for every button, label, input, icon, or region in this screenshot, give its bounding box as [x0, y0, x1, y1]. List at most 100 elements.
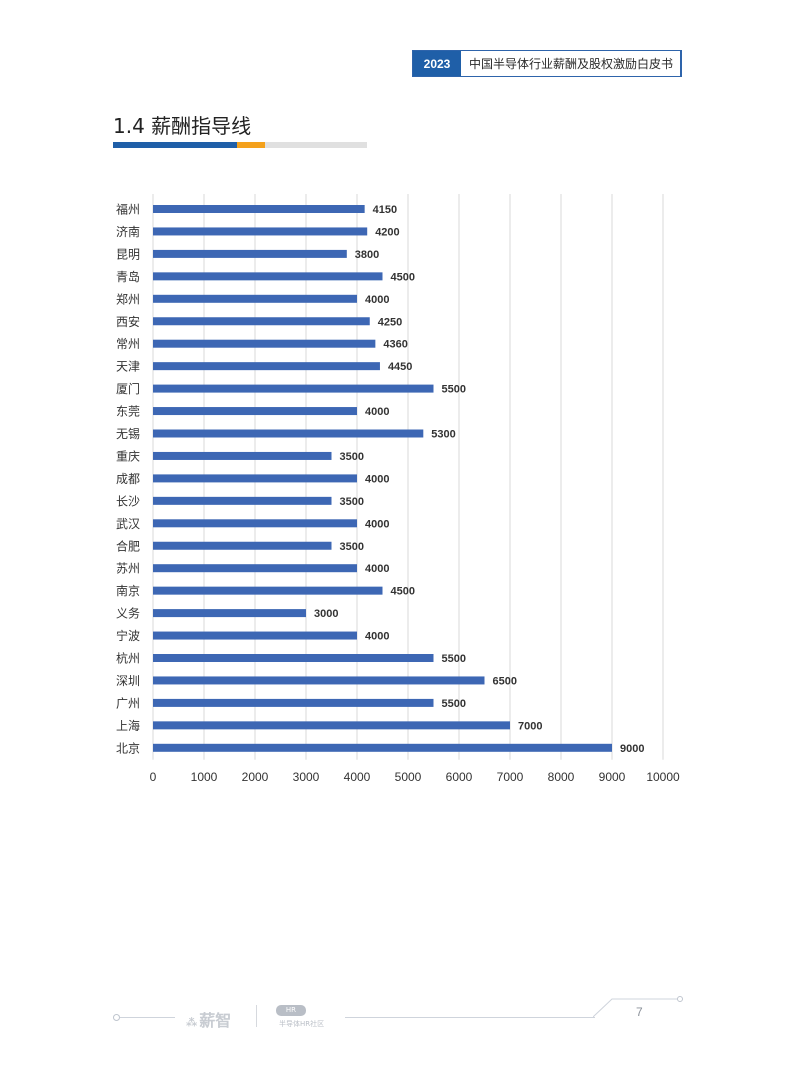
partner-logo-text: 半导体HR社区: [279, 1020, 325, 1028]
category-label: 福州: [116, 202, 140, 217]
category-label: 郑州: [116, 291, 140, 306]
bar: [153, 698, 434, 707]
x-tick-label: 6000: [446, 770, 473, 784]
title-underline-grey: [265, 142, 367, 148]
data-label: 9000: [620, 743, 644, 755]
footer-separator: [256, 1005, 257, 1027]
data-label: 4000: [365, 473, 389, 485]
data-label: 3000: [314, 608, 338, 620]
data-label: 7000: [518, 720, 542, 732]
data-label: 4450: [388, 361, 412, 373]
data-label: 5500: [442, 384, 466, 396]
chart-bars: [153, 205, 612, 752]
bar: [153, 407, 357, 416]
category-label: 成都: [116, 472, 140, 486]
data-label: 4500: [391, 586, 415, 598]
bar: [153, 609, 306, 618]
bar: [153, 249, 347, 258]
bar: [153, 676, 485, 685]
x-tick-label: 1000: [191, 770, 218, 784]
x-tick-label: 8000: [548, 770, 575, 784]
footer-brand: ⁂ 薪智: [186, 1007, 231, 1031]
bar: [153, 721, 510, 730]
header-title: 中国半导体行业薪酬及股权激励白皮书: [469, 57, 674, 71]
bar: [153, 339, 376, 348]
category-label: 西安: [116, 314, 140, 329]
x-tick-label: 10000: [646, 770, 680, 784]
header-year: 2023: [413, 51, 461, 76]
bar: [153, 631, 357, 640]
report-header: 2023 中国半导体行业薪酬及股权激励白皮书: [412, 50, 682, 77]
data-label: 4250: [378, 316, 402, 328]
category-label: 上海: [116, 718, 140, 733]
bar: [153, 362, 380, 371]
category-label: 杭州: [116, 651, 140, 666]
category-label: 济南: [116, 224, 140, 239]
category-label: 天津: [116, 360, 140, 374]
bar: [153, 586, 383, 595]
x-tick-label: 4000: [344, 770, 371, 784]
category-label: 苏州: [116, 562, 140, 576]
bar: [153, 272, 383, 281]
bar: [153, 294, 357, 303]
salary-bar-chart: 0 1000 2000 3000 4000 5000 6000 7000 8000 9000 100…: [116, 194, 680, 784]
category-label: 合肥: [116, 538, 140, 553]
data-label: 4500: [391, 271, 415, 283]
page-footer: ⁂ 薪智 HR 半导体HR社区 7: [0, 990, 793, 1050]
category-label: 长沙: [116, 494, 140, 508]
category-label: 义务: [116, 606, 140, 621]
bar: [153, 654, 434, 662]
footer-right-line: [345, 1017, 595, 1018]
category-label: 青岛: [116, 269, 140, 284]
footer-brand-text: 薪智: [199, 1011, 232, 1030]
category-label: 常州: [116, 337, 140, 351]
bar: [153, 205, 365, 213]
title-underline-blue: [113, 142, 237, 148]
chart-labels: 0 1000 2000 3000 4000 5000 6000 7000 8000 9000 100…: [116, 202, 680, 784]
category-label: 东莞: [116, 405, 140, 419]
data-label: 4000: [365, 631, 389, 643]
category-label: 北京: [116, 741, 140, 755]
bar: [153, 317, 370, 326]
bar: [153, 496, 332, 505]
bar: [153, 541, 332, 550]
category-label: 无锡: [116, 426, 140, 441]
data-label: 4200: [375, 226, 399, 238]
data-label: 3500: [340, 541, 364, 553]
bar: [153, 227, 368, 236]
data-label: 3500: [340, 496, 364, 508]
footer-right-accent: [593, 996, 683, 1018]
x-tick-label: 9000: [599, 770, 626, 784]
bar: [153, 429, 424, 438]
bar: [153, 564, 357, 573]
x-tick-label: 0: [150, 770, 157, 784]
data-label: 4000: [365, 518, 389, 530]
brand-logo-icon: ⁂: [186, 1016, 198, 1029]
x-tick-label: 3000: [293, 770, 320, 784]
category-label: 南京: [116, 583, 140, 598]
data-label: 4150: [373, 204, 397, 216]
category-label: 武汉: [116, 517, 140, 531]
data-label: 5500: [442, 698, 466, 710]
bar: [153, 384, 434, 393]
data-label: 5500: [442, 653, 466, 665]
category-label: 深圳: [116, 674, 140, 688]
data-label: 6500: [493, 675, 517, 687]
bar: [153, 519, 357, 528]
x-tick-label: 2000: [242, 770, 269, 784]
page-number: 7: [636, 1005, 643, 1019]
data-label: 3800: [355, 249, 379, 261]
data-label: 3500: [340, 451, 364, 463]
category-label: 厦门: [116, 381, 140, 396]
footer-left-line: [120, 1017, 175, 1018]
data-label: 4000: [365, 563, 389, 575]
bar: [153, 474, 357, 483]
title-underline-orange: [237, 142, 265, 148]
category-label: 重庆: [116, 449, 140, 463]
section-title: 1.4 薪酬指导线: [113, 114, 252, 138]
bar: [153, 451, 332, 460]
category-label: 广州: [116, 696, 140, 710]
category-label: 昆明: [116, 247, 140, 261]
bar: [153, 743, 612, 752]
data-label: 4000: [365, 294, 389, 306]
